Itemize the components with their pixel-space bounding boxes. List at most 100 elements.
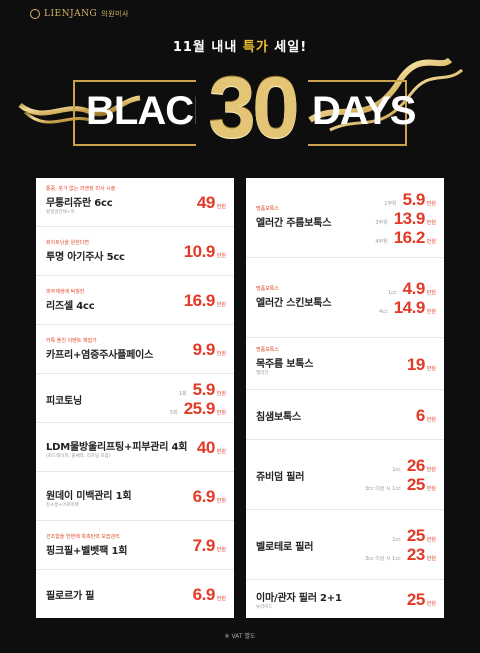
price-item: 피코토닝 1회 5.9 만원 5회 25.9 만원 xyxy=(36,374,234,423)
item-name: 침샘보톡스 xyxy=(256,412,301,423)
price-value: 4.9 xyxy=(402,279,426,298)
price-label: 3부위 xyxy=(375,219,388,226)
price-item: 필로르가 필 6.9 만원 xyxy=(36,570,234,618)
price-unit: 만원 xyxy=(216,390,226,397)
price-label: 1cc xyxy=(387,290,397,296)
price-value: 26 xyxy=(406,456,425,475)
price-unit: 만원 xyxy=(216,547,226,553)
price-value: 6.9 xyxy=(192,584,216,604)
price-line: 1cc 25 만원 xyxy=(392,526,436,546)
banner-number: 30 xyxy=(196,60,308,156)
price-unit: 만원 xyxy=(216,449,226,455)
price-unit: 만원 xyxy=(426,365,436,372)
price-unit: 만원 xyxy=(426,238,436,245)
item-name: 필로르가 필 xyxy=(46,591,95,602)
price-item: 피부재생에 탁월한 리즈셀 4cc 16.9 만원 xyxy=(36,276,234,325)
item-name: 핑크필+벨벳팩 1회 xyxy=(46,545,128,557)
price-label: 3cc 이상 시 1cc xyxy=(364,556,401,562)
logo-name: LIENJANG xyxy=(44,9,98,19)
price-label: 1부위 xyxy=(384,200,397,207)
item-tag: 명품보톡스 xyxy=(256,286,280,292)
item-tag: 건조함을 한번에 촉촉탄력 보습관리 xyxy=(46,533,120,540)
item-tag: 화이트닝을 원한다면 xyxy=(46,239,89,246)
item-sub: 진소름+아로마팩 xyxy=(46,502,79,508)
price-item: 침샘보톡스 6 만원 xyxy=(246,390,444,440)
price-unit: 만원 xyxy=(426,219,436,226)
price-value: 25.9 xyxy=(183,398,216,418)
price-value: 14.9 xyxy=(393,298,426,317)
price-value: 6 xyxy=(415,405,425,425)
price-value: 16.2 xyxy=(393,227,426,247)
price-value: 49 xyxy=(196,193,215,212)
price-line: 6.9 만원 xyxy=(193,487,226,507)
price-unit: 만원 xyxy=(426,486,436,492)
price-label: 4부위 xyxy=(375,238,388,245)
price-unit: 만원 xyxy=(216,498,226,504)
price-value: 16.9 xyxy=(183,291,216,310)
item-name: 쥬비덤 필러 xyxy=(256,472,305,483)
price-item: 통증, 붓기 없는 리엔장 미사 시술 무통리쥬란 6cc 앞얼굴전체+목 49 만원 xyxy=(36,178,234,227)
price-line: 6.9 만원 xyxy=(193,585,226,605)
price-line: 1cc 4.9 만원 xyxy=(388,279,436,299)
brand-logo: LIENJANG 의원미사 xyxy=(30,9,129,19)
price-line: 25 만원 xyxy=(407,590,436,610)
price-value: 25 xyxy=(406,589,425,609)
banner-days: DAYS xyxy=(312,89,416,133)
price-line: 40 만원 xyxy=(197,438,226,458)
price-list-left: 통증, 붓기 없는 리엔장 미사 시술 무통리쥬란 6cc 앞얼굴전체+목 49 만원 화… xyxy=(36,178,234,618)
item-name: 피코토닝 xyxy=(46,395,82,407)
price-value: 40 xyxy=(196,438,215,457)
price-line: 9.9 만원 xyxy=(193,340,226,360)
item-name: 엘러간 주름보톡스 xyxy=(256,218,332,229)
price-list-right: 명품보톡스 엘러간 주름보톡스 1부위 5.9 만원 3부위 13.9 만원 4부위 16.2 만원… xyxy=(246,178,444,618)
price-label: 1cc xyxy=(392,537,401,543)
price-line: 49 만원 xyxy=(197,193,226,213)
price-item: 이마/관자 필러 2+1 뉴라미드 25 만원 xyxy=(246,580,444,618)
price-item: 쥬비덤 필러 1cc 26 만원 3cc 이상 시 1cc 25 만원 xyxy=(246,440,444,510)
price-unit: 만원 xyxy=(426,600,436,607)
price-value: 6.9 xyxy=(192,487,216,506)
headline-highlight: 특가 xyxy=(242,40,269,55)
item-name: 엘러간 스킨보톡스 xyxy=(256,298,332,309)
price-unit: 만원 xyxy=(216,204,226,210)
price-line: 3cc 이상 시 1cc 23 만원 xyxy=(365,545,436,565)
price-value: 10.9 xyxy=(183,242,216,261)
price-item: 명품보톡스 엘러간 주름보톡스 1부위 5.9 만원 3부위 13.9 만원 4부위 16.2 만원 xyxy=(246,178,444,258)
item-sub: 엘러간 xyxy=(256,371,269,376)
price-line: 4cc 14.9 만원 xyxy=(379,298,436,318)
price-line: 5회 25.9 만원 xyxy=(170,399,226,419)
price-line: 7.9 만원 xyxy=(193,536,226,556)
price-unit: 만원 xyxy=(426,467,436,473)
price-unit: 만원 xyxy=(426,200,436,207)
item-tag: 카톡 플친 이벤트 체험가 xyxy=(46,337,97,344)
item-name: 이마/관자 필러 2+1 xyxy=(256,593,342,604)
price-item: 명품보톡스 목주름 보톡스 엘러간 19 만원 xyxy=(246,338,444,390)
price-line: 16.9 만원 xyxy=(184,291,226,311)
price-line: 19 만원 xyxy=(407,355,436,375)
price-unit: 만원 xyxy=(216,253,226,259)
headline-post: 세일! xyxy=(268,40,308,55)
price-value: 5.9 xyxy=(402,189,426,209)
price-label: 1cc xyxy=(392,467,401,473)
price-unit: 만원 xyxy=(426,416,436,423)
vat-note: ※ VAT 별도 xyxy=(224,633,256,640)
price-line: 4부위 16.2 만원 xyxy=(375,228,436,248)
price-unit: 만원 xyxy=(216,595,226,602)
price-value: 25 xyxy=(406,475,425,494)
item-tag: 피부재생에 탁월한 xyxy=(46,288,85,295)
item-tag: 통증, 붓기 없는 리엔장 미사 시술 xyxy=(46,185,116,192)
price-unit: 만원 xyxy=(426,290,436,296)
item-sub: 앞얼굴전체+목 xyxy=(46,209,75,215)
item-sub: (로드레이저, 울쎄라, 리프팅 포함) xyxy=(46,453,111,459)
price-item: 벨로테로 필러 1cc 25 만원 3cc 이상 시 1cc 23 만원 xyxy=(246,510,444,580)
logo-emblem-icon xyxy=(30,9,40,19)
item-name: LDM물방울리프팅+피부관리 4회 xyxy=(46,441,188,453)
item-name: 투명 아기주사 5cc xyxy=(46,251,125,263)
price-value: 5.9 xyxy=(192,379,216,399)
headline: 11월 내내 특가 세일! xyxy=(0,36,480,55)
logo-sub: 의원미사 xyxy=(101,10,129,18)
price-line: 1회 5.9 만원 xyxy=(179,380,226,400)
item-name: 카프리+염증주사플페이스 xyxy=(46,349,154,361)
